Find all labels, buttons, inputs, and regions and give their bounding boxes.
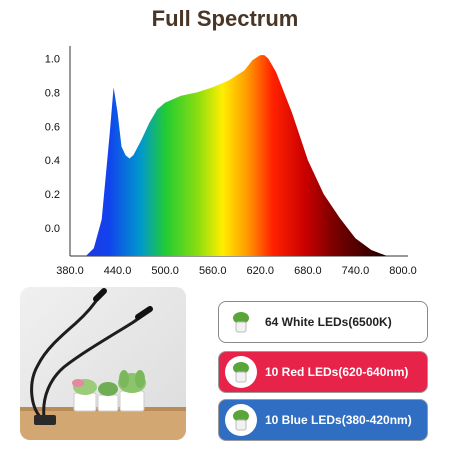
- y-tick-label: 1.0: [45, 54, 60, 66]
- y-tick-label: 0.4: [45, 155, 60, 167]
- white-led-label: 64 White LEDs(6500K): [265, 315, 392, 329]
- x-tick-label: 740.0: [342, 265, 370, 277]
- y-tick-label: 0.2: [45, 189, 60, 201]
- blue-led-badge: 10 Blue LEDs(380-420nm): [218, 399, 428, 441]
- x-tick-label: 500.0: [151, 265, 179, 277]
- white-led-badge: 64 White LEDs(6500K): [218, 301, 428, 343]
- potted-plant-icon: [225, 356, 257, 388]
- spectrum-chart: 380.0 440.0 500.0 560.0 620.0 680.0 740.0 800.0…: [45, 46, 417, 277]
- y-tick-label: 0.6: [45, 121, 60, 133]
- potted-plant-icon: [225, 404, 257, 436]
- y-tick-label: 0.8: [45, 87, 60, 99]
- x-tick-label: 380.0: [56, 265, 84, 277]
- x-tick-label: 680.0: [294, 265, 322, 277]
- potted-plant-icon: [225, 306, 257, 338]
- y-tick-label: 0.0: [45, 223, 60, 235]
- blue-led-label: 10 Blue LEDs(380-420nm): [265, 413, 412, 427]
- lamp-photo: [20, 287, 186, 440]
- x-tick-label: 560.0: [199, 265, 227, 277]
- x-tick-label: 440.0: [104, 265, 132, 277]
- chart-title: Full Spectrum: [151, 6, 299, 31]
- spectrum-area: [85, 55, 404, 256]
- x-tick-label: 800.0: [389, 265, 417, 277]
- red-led-label: 10 Red LEDs(620-640nm): [265, 365, 409, 379]
- x-tick-label: 620.0: [247, 265, 275, 277]
- red-led-badge: 10 Red LEDs(620-640nm): [218, 351, 428, 393]
